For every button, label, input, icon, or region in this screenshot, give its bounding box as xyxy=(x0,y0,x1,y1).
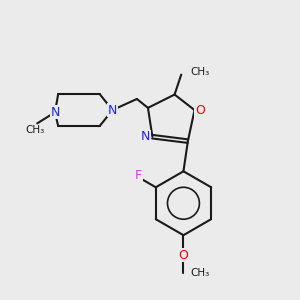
Text: O: O xyxy=(178,249,188,262)
Text: CH₃: CH₃ xyxy=(190,68,209,77)
Text: O: O xyxy=(195,103,205,117)
Text: N: N xyxy=(141,130,150,143)
Text: F: F xyxy=(135,169,142,182)
Text: N: N xyxy=(108,103,117,117)
Text: CH₃: CH₃ xyxy=(26,125,45,135)
Text: N: N xyxy=(50,106,60,119)
Text: CH₃: CH₃ xyxy=(190,268,209,278)
